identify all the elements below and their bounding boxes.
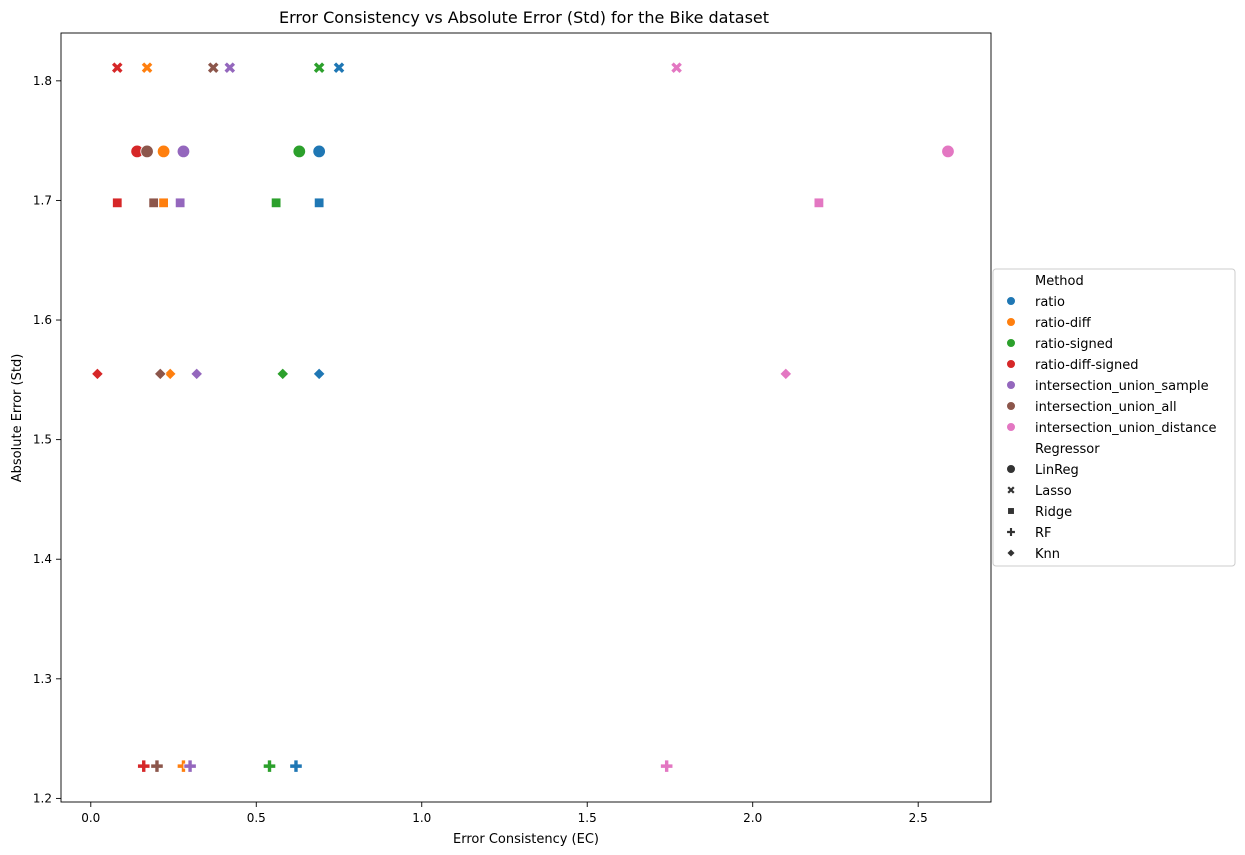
data-point-ridge (112, 197, 123, 209)
data-point-linreg (156, 144, 171, 159)
data-point-ridge (813, 197, 825, 209)
data-point-linreg (176, 144, 191, 159)
legend-method-label: ratio-signed (1035, 337, 1113, 352)
legend-regressor-label: Ridge (1035, 505, 1072, 520)
legend-marker-regressor (1006, 548, 1016, 558)
data-point-ridge (270, 197, 282, 209)
data-point-lasso (312, 61, 326, 75)
data-point-ridge (174, 197, 186, 209)
legend-marker-method (1006, 317, 1016, 327)
data-point-ridge (158, 197, 169, 209)
legend-regressor-label: LinReg (1035, 463, 1079, 478)
data-point-rf (150, 759, 164, 773)
data-point-rf (289, 759, 303, 773)
data-point-rf (660, 759, 674, 773)
data-point-rf (262, 759, 277, 773)
legend-marker-method (1006, 338, 1016, 348)
legend-marker-regressor (1006, 485, 1016, 495)
legend-method-label: ratio-diff-signed (1035, 358, 1139, 373)
data-point-rf (137, 759, 151, 773)
x-tick-label: 1.5 (578, 811, 597, 825)
legend-marker-method (1006, 401, 1016, 411)
legend-marker-method (1006, 296, 1016, 306)
y-tick-label: 1.2 (33, 791, 52, 805)
data-point-linreg (312, 144, 326, 159)
chart-title: Error Consistency vs Absolute Error (Std… (279, 8, 769, 27)
legend-method-label: intersection_union_sample (1035, 379, 1209, 394)
legend-marker-regressor (1007, 507, 1015, 515)
data-point-knn (276, 367, 290, 381)
data-point-lasso (206, 61, 220, 75)
data-point-lasso (670, 61, 684, 75)
legend-style-title: Regressor (1035, 442, 1100, 457)
x-tick-label: 2.5 (909, 811, 928, 825)
legend-hue-title: Method (1035, 274, 1084, 289)
legend-method-label: intersection_union_all (1035, 400, 1177, 415)
legend-method-label: ratio (1035, 295, 1065, 310)
data-point-linreg (292, 144, 306, 159)
data-point-rf (183, 759, 197, 773)
data-point-lasso (110, 61, 124, 75)
data-point-linreg (140, 144, 154, 159)
y-tick-label: 1.6 (33, 313, 52, 327)
legend-regressor-label: RF (1035, 526, 1052, 541)
data-point-ridge (148, 197, 159, 209)
legend-marker-regressor (1006, 527, 1016, 537)
legend-regressor-label: Knn (1035, 547, 1060, 562)
data-point-knn (153, 367, 167, 381)
y-tick-label: 1.3 (33, 672, 52, 686)
legend: Method ratio ratio-diff ratio-signed ratio-d… (992, 268, 1236, 567)
y-axis-label: Absolute Error (Std) (10, 354, 25, 483)
y-tick-label: 1.4 (33, 552, 52, 566)
data-point-lasso (223, 61, 237, 75)
data-point-linreg (941, 144, 955, 159)
x-tick-label: 0.0 (81, 811, 100, 825)
data-point-ridge (313, 197, 325, 209)
data-point-knn (312, 367, 326, 381)
y-tick-label: 1.5 (33, 433, 52, 447)
x-tick-label: 2.0 (743, 811, 762, 825)
x-tick-label: 0.5 (247, 811, 266, 825)
y-tick-label: 1.7 (33, 193, 52, 207)
plot-frame (60, 32, 992, 803)
data-point-lasso (140, 61, 154, 75)
legend-marker-regressor (1006, 464, 1016, 474)
data-point-knn (190, 367, 204, 381)
legend-method-label: ratio-diff (1035, 316, 1092, 331)
data-point-lasso (332, 61, 346, 75)
data-point-knn (163, 367, 177, 381)
y-tick-label: 1.8 (33, 74, 52, 88)
legend-method-label: intersection_union_distance (1035, 421, 1216, 436)
legend-marker-method (1006, 422, 1016, 432)
legend-marker-method (1006, 380, 1016, 390)
plot-area: 0.0 0.5 1.0 1.5 2.0 2.5 1.2 1.3 1.4 1.5 1.6 1.7 1.8 (33, 32, 992, 825)
data-point-knn (779, 367, 793, 381)
data-point-knn (91, 367, 104, 381)
x-axis-label: Error Consistency (EC) (453, 832, 599, 847)
legend-regressor-label: Lasso (1035, 484, 1072, 499)
legend-box (992, 268, 1236, 567)
x-tick-label: 1.0 (412, 811, 431, 825)
legend-marker-method (1006, 359, 1016, 369)
